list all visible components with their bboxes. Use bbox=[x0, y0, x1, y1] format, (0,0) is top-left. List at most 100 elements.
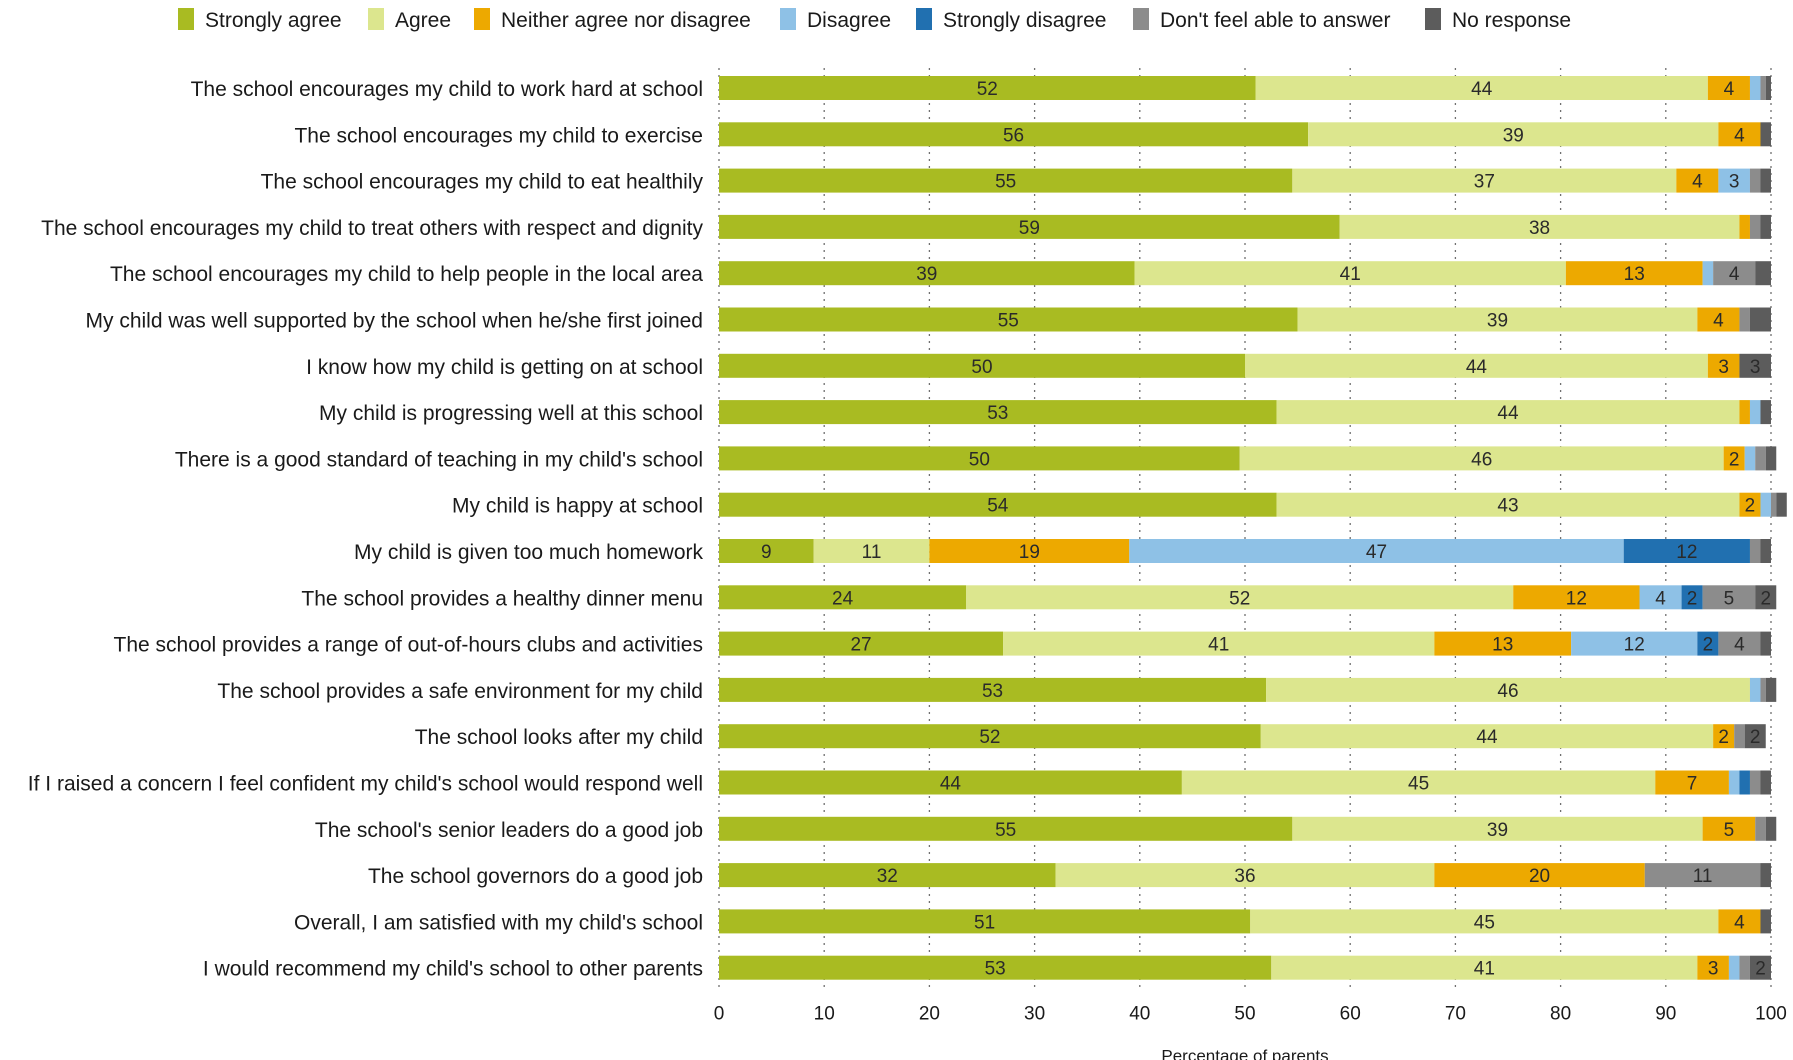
bar-segment bbox=[1655, 770, 1729, 795]
bar-segment bbox=[1702, 261, 1714, 286]
data-label: 44 bbox=[1476, 727, 1498, 748]
bar-segment bbox=[1308, 122, 1719, 147]
legend-item: Don't feel able to answer bbox=[1133, 8, 1390, 32]
bar-row: 53 41 3 2 bbox=[719, 955, 1771, 980]
bar-row: 55 39 4 bbox=[719, 307, 1771, 332]
bar-segment bbox=[1250, 909, 1719, 934]
category-label: The school encourages my child to exerci… bbox=[294, 124, 703, 147]
bar-segment bbox=[719, 539, 814, 563]
category-label: My child was well supported by the schoo… bbox=[86, 310, 704, 333]
bar-row: 44 45 7 bbox=[719, 770, 1771, 795]
bar-segment bbox=[1728, 770, 1740, 795]
data-label: 3 bbox=[1750, 357, 1761, 378]
data-label: 27 bbox=[850, 635, 871, 656]
data-label: 53 bbox=[985, 959, 1006, 980]
data-label: 53 bbox=[982, 681, 1003, 702]
data-label: 46 bbox=[1497, 681, 1518, 702]
bar-row: 50 44 3 3 bbox=[719, 353, 1771, 378]
bar-segment bbox=[719, 492, 1277, 517]
legend-swatch bbox=[178, 8, 194, 30]
bar-segment bbox=[719, 677, 1267, 702]
bar-segment bbox=[1771, 492, 1777, 517]
category-label: Overall, I am satisfied with my child's … bbox=[294, 911, 703, 934]
data-label: 45 bbox=[1408, 774, 1429, 795]
bar-segment bbox=[1739, 214, 1750, 239]
data-label: 5 bbox=[1724, 588, 1735, 609]
legend: Strongly agree Agree Neither agree nor dis… bbox=[178, 8, 1571, 32]
data-label: 54 bbox=[987, 496, 1009, 517]
data-label: 56 bbox=[1003, 125, 1024, 146]
bar-segment bbox=[1739, 955, 1750, 980]
bar-segment bbox=[929, 539, 1130, 563]
bar-segment bbox=[1749, 539, 1761, 563]
bar-row: 53 46 bbox=[719, 677, 1777, 702]
category-label: I know how my child is getting on at sch… bbox=[306, 356, 703, 379]
category-label: The school provides a healthy dinner men… bbox=[301, 587, 703, 610]
bar-row: 56 39 4 bbox=[719, 122, 1771, 147]
bar-row: 9 11 19 47 12 bbox=[719, 539, 1771, 563]
bar-segment bbox=[1129, 539, 1624, 563]
bar-segment bbox=[1749, 955, 1771, 980]
bar-segment bbox=[719, 724, 1261, 749]
bar-segment bbox=[1434, 631, 1572, 656]
x-tick-label: 40 bbox=[1129, 1004, 1150, 1025]
bar-segment bbox=[966, 585, 1514, 610]
bar-row: 24 52 12 4 2 5 2 bbox=[719, 585, 1777, 610]
data-label: 7 bbox=[1687, 774, 1698, 795]
x-tick-label: 30 bbox=[1024, 1004, 1045, 1025]
bar-segment bbox=[1260, 724, 1714, 749]
x-tick-label: 80 bbox=[1550, 1004, 1571, 1025]
bar-segment bbox=[1749, 770, 1761, 795]
bar-segment bbox=[1702, 585, 1756, 610]
data-label: 13 bbox=[1624, 264, 1645, 285]
bar-segment bbox=[719, 214, 1340, 239]
bar-segment bbox=[1697, 955, 1729, 980]
data-label: 20 bbox=[1529, 866, 1550, 887]
bar-segment bbox=[1134, 261, 1566, 286]
legend-label: Strongly disagree bbox=[943, 9, 1106, 32]
bar-segment bbox=[719, 770, 1182, 795]
x-tick-label: 90 bbox=[1655, 1004, 1676, 1025]
data-label: 2 bbox=[1687, 588, 1698, 609]
bar-segment bbox=[1734, 724, 1745, 749]
legend-swatch bbox=[1133, 8, 1149, 30]
data-label: 3 bbox=[1718, 357, 1729, 378]
data-label: 36 bbox=[1234, 866, 1255, 887]
data-label: 43 bbox=[1497, 496, 1518, 517]
data-label: 45 bbox=[1474, 912, 1495, 933]
data-label: 44 bbox=[1471, 79, 1493, 100]
data-label: 39 bbox=[1503, 125, 1524, 146]
bar-segment bbox=[1276, 492, 1740, 517]
bar-segment bbox=[1755, 816, 1766, 841]
bar-segment bbox=[1760, 631, 1771, 656]
bar-segment bbox=[813, 539, 930, 563]
bar-segment bbox=[1760, 122, 1771, 147]
bar-segment bbox=[1297, 307, 1698, 332]
bar-segment bbox=[719, 816, 1293, 841]
data-label: 3 bbox=[1729, 172, 1740, 193]
bar-segment bbox=[1765, 677, 1777, 702]
data-label: 19 bbox=[1019, 542, 1040, 563]
bar-segment bbox=[1765, 446, 1777, 471]
data-label: 11 bbox=[1693, 866, 1713, 887]
bar-segment bbox=[1266, 677, 1750, 702]
data-label: 4 bbox=[1655, 588, 1666, 609]
bar-segment bbox=[1744, 724, 1766, 749]
x-axis-tick-labels: 0 10 20 30 40 50 60 70 80 90 100 bbox=[714, 1004, 1787, 1025]
bar-segment bbox=[1676, 168, 1719, 193]
data-label: 59 bbox=[1019, 218, 1040, 239]
data-label: 12 bbox=[1624, 635, 1645, 656]
category-label: The school looks after my child bbox=[415, 726, 703, 749]
bar-segment bbox=[1760, 863, 1771, 888]
bar-segment bbox=[1513, 585, 1640, 610]
category-label: The school provides a range of out-of-ho… bbox=[114, 634, 704, 657]
data-label: 50 bbox=[971, 357, 992, 378]
bar-segment bbox=[1749, 214, 1761, 239]
data-label: 41 bbox=[1474, 959, 1495, 980]
bar-segment bbox=[1571, 631, 1698, 656]
legend-label: No response bbox=[1452, 9, 1571, 32]
bar-row: 52 44 4 bbox=[719, 76, 1771, 100]
bar-segment bbox=[719, 909, 1251, 934]
bar-segment bbox=[719, 400, 1277, 425]
gridlines bbox=[718, 68, 1772, 988]
